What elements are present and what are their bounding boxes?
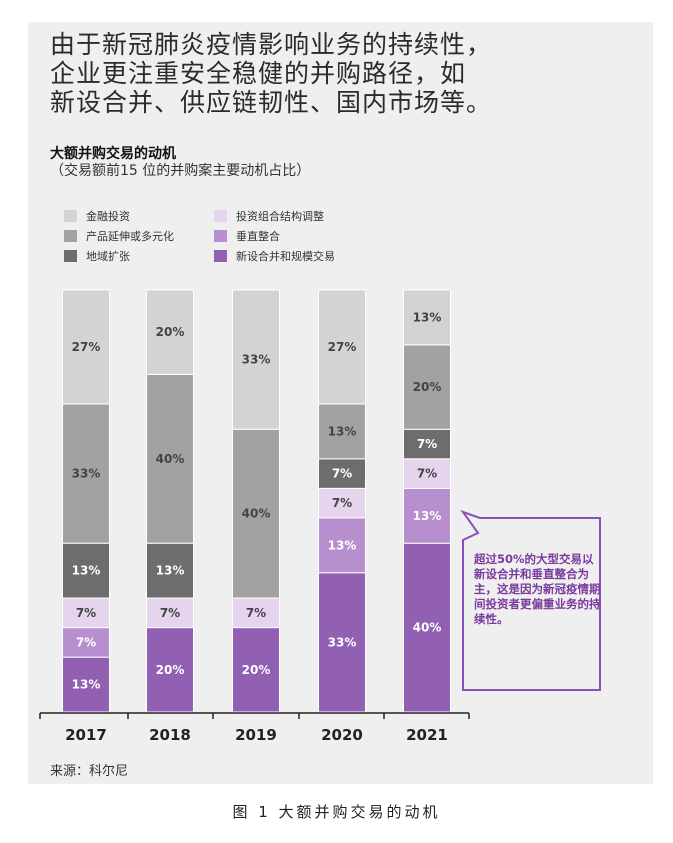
legend-item: 产品延伸或多元化: [64, 228, 174, 244]
bar-segment: [232, 627, 280, 713]
figure-caption: 图 1 大额并购交易的动机: [232, 803, 441, 821]
chart-title: 大额并购交易的动机: [50, 146, 176, 162]
data-label: 40%: [413, 621, 442, 635]
data-label: 20%: [413, 380, 442, 394]
x-tick-label: 2020: [321, 726, 363, 744]
bar-segment: [403, 487, 451, 544]
data-label: 7%: [417, 467, 437, 481]
data-label: 13%: [413, 509, 442, 523]
data-label: 13%: [413, 310, 442, 324]
chart-subtitle: （交易额前15 位的并购案主要动机占比）: [50, 163, 311, 179]
legend-label: 新设合并和规模交易: [236, 250, 335, 263]
bar-segment: [232, 428, 280, 599]
headline: 由于新冠肺炎疫情影响业务的持续性， 企业更注重安全稳健的并购路径，如 新设合并、…: [50, 30, 630, 117]
bar-segment: [62, 597, 110, 629]
legend-label: 投资组合结构调整: [236, 210, 324, 223]
x-tick-label: 2018: [149, 726, 191, 744]
data-label: 27%: [328, 340, 357, 354]
data-label: 7%: [76, 635, 96, 649]
data-label: 33%: [328, 635, 357, 649]
legend-item: 新设合并和规模交易: [214, 248, 335, 264]
legend-swatch: [214, 230, 227, 242]
bar-segment: [62, 627, 110, 658]
bar-segment: [146, 289, 194, 375]
bar-segment: [146, 627, 194, 713]
x-tick-label: 2017: [65, 726, 107, 744]
bar-segment: [62, 403, 110, 544]
bar-segment: [403, 428, 451, 460]
bar-segment: [403, 542, 451, 713]
bar-segment: [318, 289, 366, 405]
legend-label: 金融投资: [86, 210, 130, 223]
source-note: 来源：科尔尼: [50, 764, 129, 779]
bar-segment: [403, 458, 451, 489]
data-label: 13%: [328, 424, 357, 438]
data-label: 7%: [332, 496, 352, 510]
x-tick-label: 2019: [235, 726, 277, 744]
bar-segment: [318, 487, 366, 519]
callout-text: 超过50%的大型交易以新设合并和垂直整合为主，这是因为新冠疫情期间投资者更偏重业…: [474, 552, 601, 626]
bar-segment: [146, 597, 194, 629]
data-label: 7%: [417, 437, 437, 451]
bar-segment: [403, 344, 451, 430]
data-label: 7%: [160, 606, 180, 620]
data-label: 33%: [72, 467, 101, 481]
legend-label: 地域扩张: [86, 250, 130, 263]
headline-line-3: 新设合并、供应链韧性、国内市场等。: [50, 88, 493, 117]
data-label: 27%: [72, 340, 101, 354]
legend-label: 垂直整合: [236, 230, 280, 243]
headline-line-2: 企业更注重安全稳健的并购路径，如: [50, 59, 467, 88]
bar-segment: [318, 403, 366, 460]
legend-item: 地域扩张: [64, 248, 130, 264]
data-label: 33%: [242, 353, 271, 367]
bar-segment: [232, 597, 280, 629]
data-label: 13%: [72, 564, 101, 578]
bar-segment: [318, 458, 366, 489]
data-label: 13%: [156, 564, 185, 578]
x-tick-label: 2021: [406, 726, 448, 744]
legend-swatch: [214, 210, 227, 222]
data-label: 13%: [328, 538, 357, 552]
bar-segment: [62, 289, 110, 405]
legend-item: 垂直整合: [214, 228, 280, 244]
legend-swatch: [64, 250, 77, 262]
bar-segment: [403, 289, 451, 346]
data-label: 13%: [72, 678, 101, 692]
headline-line-1: 由于新冠肺炎疫情影响业务的持续性，: [50, 30, 493, 59]
bar-segment: [232, 289, 280, 430]
legend-swatch: [64, 230, 77, 242]
data-label: 20%: [156, 325, 185, 339]
legend-item: 金融投资: [64, 208, 130, 224]
legend-item: 投资组合结构调整: [214, 208, 324, 224]
bar-segment: [318, 572, 366, 713]
bar-segment: [62, 656, 110, 713]
legend-swatch: [214, 250, 227, 262]
callout-box: [460, 510, 601, 691]
data-label: 20%: [242, 663, 271, 677]
data-label: 7%: [332, 467, 352, 481]
data-label: 7%: [246, 606, 266, 620]
data-label: 7%: [76, 606, 96, 620]
legend-swatch: [64, 210, 77, 222]
bar-segment: [318, 517, 366, 574]
legend-label: 产品延伸或多元化: [86, 230, 174, 243]
bar-segment: [146, 373, 194, 544]
bar-segment: [146, 542, 194, 599]
data-label: 40%: [156, 452, 185, 466]
data-label: 20%: [156, 663, 185, 677]
data-label: 40%: [242, 507, 271, 521]
